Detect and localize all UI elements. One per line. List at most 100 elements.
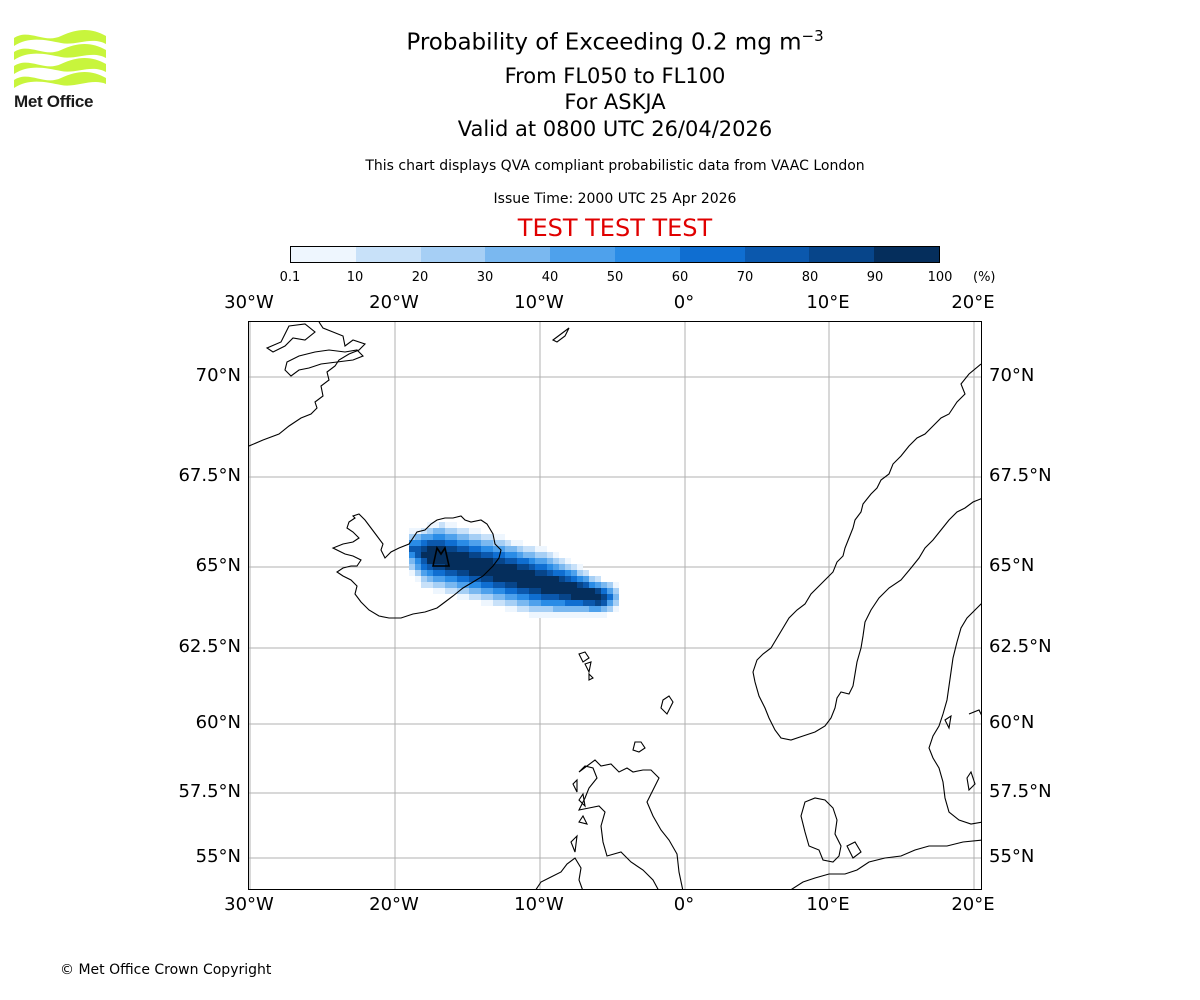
plume-cell [559,588,565,594]
plume-cell [595,612,601,618]
plume-cell [511,606,517,612]
plume-cell [463,558,469,564]
plume-cell [547,582,553,588]
plume-cell [547,564,553,570]
plume-cell [439,546,445,552]
plume-cell [547,570,553,576]
plume-cell [523,576,529,582]
plume-cell [577,570,583,576]
plume-cell [409,558,415,564]
plume-cell [547,606,553,612]
plume-cell [541,558,547,564]
met-office-logo: Met Office [14,30,108,112]
plume-cell [409,570,415,576]
plume-cell [529,594,535,600]
plume-cell [469,552,475,558]
longitude-label-top: 0° [673,292,695,313]
volcano-name: For ASKJA [564,90,666,114]
latitude-label-left: 65°N [195,555,241,576]
plume-cell [565,564,571,570]
plume-cell [517,594,523,600]
plume-cell [445,540,451,546]
colorbar-segment [744,247,810,262]
plume-cell [481,558,487,564]
plume-cell [439,582,445,588]
plume-cell [589,594,595,600]
plume-cell [457,594,463,600]
plume-cell [421,552,427,558]
plume-cell [481,552,487,558]
plume-cell [595,600,601,606]
plume-cell [493,570,499,576]
plume-cell [511,588,517,594]
plume-cell [439,552,445,558]
plume-cell [463,546,469,552]
plume-cell [529,600,535,606]
coastlines [249,322,981,889]
plume-cell [517,582,523,588]
plume-cell [511,552,517,558]
plume-cell [415,546,421,552]
plume-cell [427,546,433,552]
plume-cell [421,558,427,564]
plume-cell [613,594,619,600]
plume-cell [565,588,571,594]
plume-cell [505,558,511,564]
plume-cell [433,570,439,576]
colorbar-tick-label: 100 [927,270,953,285]
plume-cell [589,576,595,582]
plume-cell [595,594,601,600]
plume-cell [445,528,451,534]
plume-cell [457,582,463,588]
plume-cell [487,552,493,558]
plume-cell [541,546,547,552]
coastline-greenland-island [265,323,316,353]
colorbar-tick-label: 50 [606,270,624,285]
plume-cell [451,564,457,570]
plume-cell [451,576,457,582]
plume-cell [445,534,451,540]
plume-cell [523,564,529,570]
plume-cell [421,564,427,570]
plume-cell [541,552,547,558]
plume-cell [475,564,481,570]
plume-cell [493,546,499,552]
plume-cell [493,540,499,546]
gridlines [249,322,981,889]
plume-cell [421,570,427,576]
plume-cell [457,570,463,576]
plume-cell [529,612,535,618]
plume-cell [469,588,475,594]
plume-cell [517,588,523,594]
colorbar-segment [679,247,745,262]
plume-cell [517,570,523,576]
plume-cell [535,582,541,588]
plume-cell [481,540,487,546]
plume-cell [559,558,565,564]
plume-cell [421,582,427,588]
plume-cell [553,576,559,582]
plume-cell [511,546,517,552]
colorbar-tick-label: 80 [801,270,819,285]
plume-cell [499,546,505,552]
plume-cell [541,606,547,612]
coastline-finland-arm [968,709,981,716]
plume-cell [601,582,607,588]
plume-cell [415,540,421,546]
plume-cell [529,564,535,570]
plume-cell [499,594,505,600]
plume-cell [553,588,559,594]
plume-cell [445,582,451,588]
plume-cell [487,540,493,546]
plume-cell [481,576,487,582]
plume-cell [481,582,487,588]
plume-cell [565,582,571,588]
coastline-baltic-south [791,839,981,889]
longitude-label-top: 10°E [806,292,850,313]
plume-cell [577,594,583,600]
logo-text: Met Office [14,92,94,111]
plume-cell [469,546,475,552]
longitude-label-bottom: 10°W [514,894,564,915]
plume-cell [421,576,427,582]
plume-cell [511,558,517,564]
